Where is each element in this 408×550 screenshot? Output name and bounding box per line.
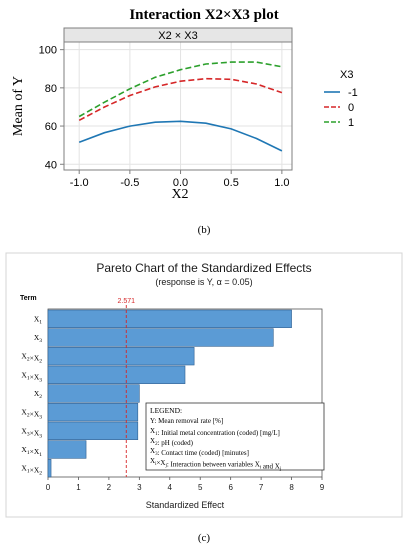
x-tick-label: -0.5 xyxy=(120,177,139,189)
x-axis-label: X2 xyxy=(171,187,188,202)
term-label: X3×X3 xyxy=(21,426,42,439)
pareto-x-axis-label: Standardized Effect xyxy=(146,500,225,510)
gridlines xyxy=(64,42,292,170)
pareto-bar xyxy=(47,347,195,366)
y-tick-label: 60 xyxy=(45,121,57,133)
legend-items: -1 0 1 xyxy=(324,87,358,129)
series-line xyxy=(78,77,283,122)
pareto-legend-title: LEGEND: xyxy=(150,406,182,415)
pareto-bar xyxy=(47,403,139,422)
x-tick-label: 0.5 xyxy=(224,177,239,189)
pareto-legend-line: X3: Contact time (coded) [minutes] xyxy=(150,447,249,457)
pareto-bar xyxy=(47,328,274,347)
x-tick-label: 1.0 xyxy=(274,177,289,189)
x-tick-label: 3 xyxy=(137,483,142,492)
legend-label: -1 xyxy=(348,87,358,99)
pareto-legend-box xyxy=(145,402,325,471)
reference-line: 2.571 xyxy=(118,298,136,477)
axis-ticks: X1 X3 X2×X2 X1×X3 X2 X2×X3 X3×X3 X1×X1 X1×X2 0 1 2 3… xyxy=(21,314,324,492)
pareto-bar xyxy=(47,309,292,328)
x-tick-label: 8 xyxy=(289,483,294,492)
x-tick-label: 7 xyxy=(259,483,264,492)
x-tick-label: 9 xyxy=(320,483,325,492)
y-tick-label: 80 xyxy=(45,83,57,95)
pareto-subtitle: (response is Y, α = 0.05) xyxy=(155,277,252,287)
pareto-bar xyxy=(47,384,140,403)
panel-b-label: (b) xyxy=(198,224,211,236)
pareto-bar xyxy=(47,421,139,440)
interaction-plot-title: Interaction X2×X3 plot xyxy=(129,7,278,23)
x-tick-label: 1 xyxy=(76,483,81,492)
term-label: X2×X2 xyxy=(21,352,42,365)
pareto-bar xyxy=(47,440,87,459)
pareto-legend-line: Y: Mean removal rate [%] xyxy=(150,417,223,425)
x-tick-label: 0.0 xyxy=(173,177,188,189)
term-label: X3 xyxy=(34,333,42,344)
pareto-chart: Pareto Chart of the Standardized Effects… xyxy=(5,252,403,518)
plot-frame xyxy=(63,41,293,171)
legend: X3 -1 0 1 xyxy=(324,69,358,129)
term-label: X2×X3 xyxy=(21,408,42,421)
legend-title: X3 xyxy=(340,69,353,81)
pareto-bar xyxy=(47,365,186,384)
x-tick-label: 0 xyxy=(46,483,51,492)
axis-ticks: -1.0 -0.5 0.0 0.5 1.0 40 60 80 100 xyxy=(39,45,290,189)
bars xyxy=(47,309,292,478)
term-label: X1×X2 xyxy=(21,464,42,477)
term-label: X1×X1 xyxy=(21,445,42,458)
x-tick-label: 6 xyxy=(228,483,233,492)
pareto-bar xyxy=(47,459,52,478)
pareto-legend-line: X2: pH (coded) xyxy=(150,437,194,447)
x-tick-label: 5 xyxy=(198,483,203,492)
legend-label: 0 xyxy=(348,102,354,114)
pareto-legend-line: Xi×Xj: Interaction between variables Xi … xyxy=(150,457,281,472)
term-label: X1×X3 xyxy=(21,370,42,383)
interaction-plot: Interaction X2×X3 plot X2 × X3 -1.0 -0.5 0… xyxy=(11,7,358,202)
pareto-legend-lines: Y: Mean removal rate [%] X1: Initial meta… xyxy=(150,417,281,472)
pareto-legend: LEGEND: Y: Mean removal rate [%] X1: Init… xyxy=(145,402,325,472)
legend-label: 1 xyxy=(348,117,354,129)
pareto-legend-line: X1: Initial metal concentration (coded) … xyxy=(150,427,280,437)
y-axis-label: Mean of Y xyxy=(11,76,26,136)
panel-c-label: (c) xyxy=(198,532,211,544)
pareto-title: Pareto Chart of the Standardized Effects xyxy=(96,261,311,275)
series-lines xyxy=(78,61,283,152)
plot-area xyxy=(64,42,292,170)
x-tick-label: 4 xyxy=(168,483,173,492)
x-tick-label: -1.0 xyxy=(70,177,89,189)
significance-value: 2.571 xyxy=(118,298,136,305)
series-line xyxy=(78,61,283,118)
panel-header: X2 × X3 xyxy=(158,30,197,42)
y-tick-label: 100 xyxy=(39,45,57,57)
x-tick-label: 2 xyxy=(107,483,112,492)
y-tick-label: 40 xyxy=(45,159,57,171)
term-label: X2 xyxy=(34,389,42,400)
term-axis-label: Term xyxy=(20,295,37,302)
term-label: X1 xyxy=(34,314,42,325)
series-line xyxy=(78,120,283,152)
